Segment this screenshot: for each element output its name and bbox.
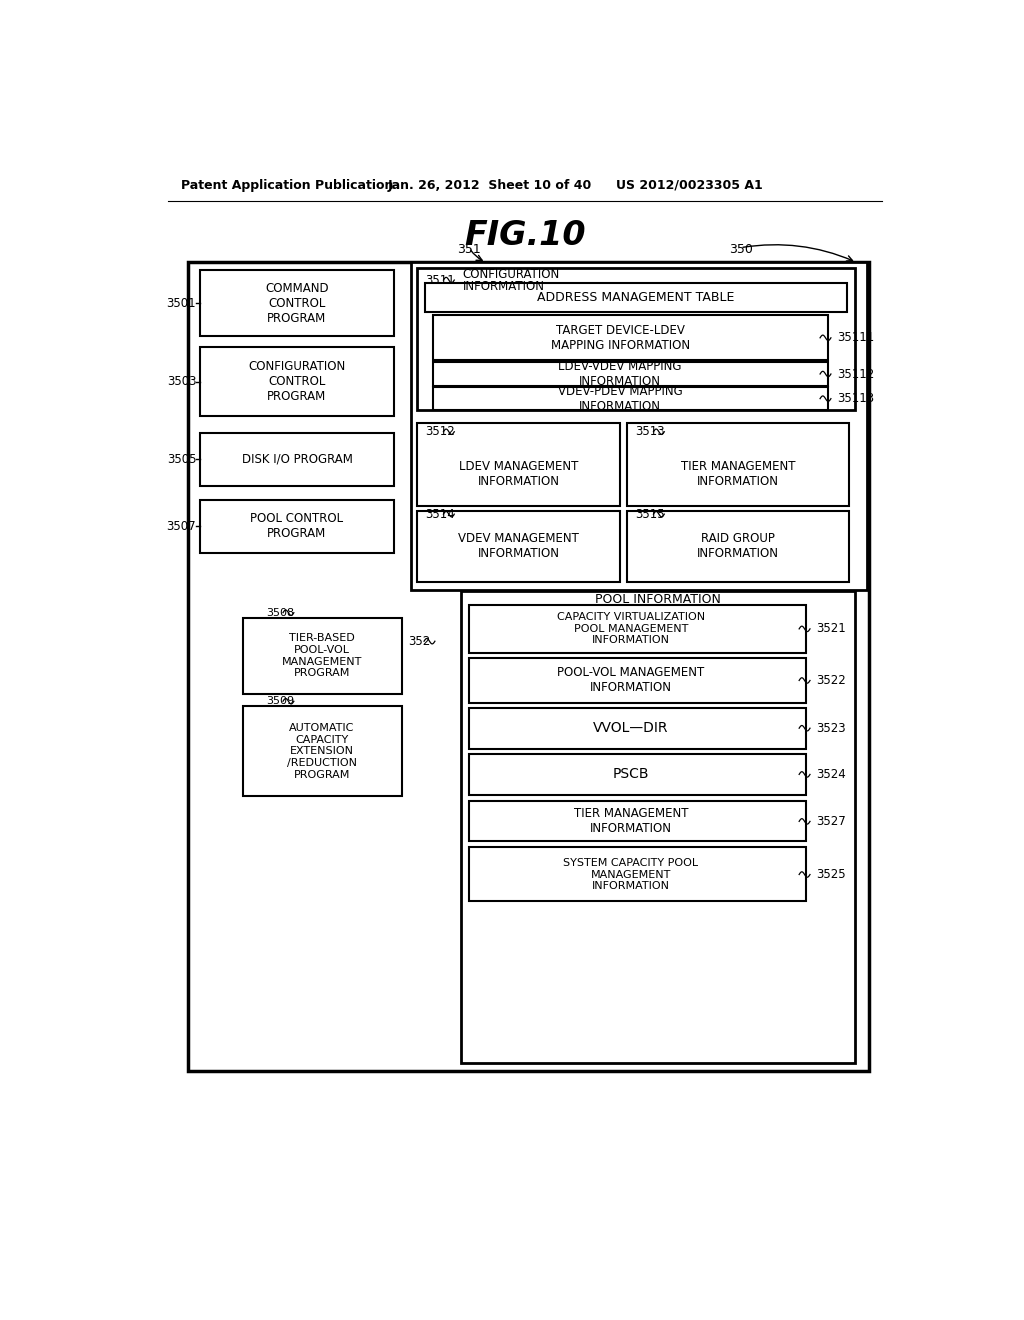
Text: 3508: 3508 (266, 607, 294, 618)
Text: 351: 351 (458, 243, 481, 256)
Bar (188, 263, 869, 1071)
Text: Jan. 26, 2012  Sheet 10 of 40: Jan. 26, 2012 Sheet 10 of 40 (388, 178, 592, 191)
Bar (243, 618, 401, 693)
Text: 3527: 3527 (816, 814, 846, 828)
Text: LDEV MANAGEMENT
INFORMATION: LDEV MANAGEMENT INFORMATION (459, 461, 579, 488)
Text: 3521: 3521 (816, 622, 846, 635)
Text: VDEV-PDEV MAPPING
INFORMATION: VDEV-PDEV MAPPING INFORMATION (558, 384, 683, 413)
Text: 35113: 35113 (838, 392, 874, 405)
Text: SYSTEM CAPACITY POOL
MANAGEMENT
INFORMATION: SYSTEM CAPACITY POOL MANAGEMENT INFORMAT… (563, 858, 698, 891)
Text: 3522: 3522 (816, 675, 846, 686)
Text: 3515: 3515 (635, 508, 665, 520)
Bar (469, 659, 806, 702)
Text: US 2012/0023305 A1: US 2012/0023305 A1 (616, 178, 763, 191)
Bar (200, 271, 394, 335)
Text: CAPACITY VIRTUALIZATION
POOL MANAGEMENT
INFORMATION: CAPACITY VIRTUALIZATION POOL MANAGEMENT … (557, 612, 706, 645)
Text: 3512: 3512 (425, 425, 455, 438)
Text: POOL CONTROL
PROGRAM: POOL CONTROL PROGRAM (251, 512, 343, 540)
Text: CONFIGURATION
CONTROL
PROGRAM: CONFIGURATION CONTROL PROGRAM (249, 360, 345, 403)
Text: CONFIGURATION: CONFIGURATION (463, 268, 560, 281)
Bar (432, 362, 827, 387)
Text: RAID GROUP
INFORMATION: RAID GROUP INFORMATION (697, 532, 779, 561)
Text: VDEV MANAGEMENT
INFORMATION: VDEV MANAGEMENT INFORMATION (458, 532, 579, 561)
Text: 3509: 3509 (266, 696, 294, 706)
Text: PSCB: PSCB (612, 767, 649, 781)
Bar (417, 268, 855, 411)
Text: POOL-VOL MANAGEMENT
INFORMATION: POOL-VOL MANAGEMENT INFORMATION (557, 667, 705, 694)
Text: Patent Application Publication: Patent Application Publication (180, 178, 393, 191)
Bar (432, 387, 827, 411)
Bar (200, 500, 394, 553)
Text: DISK I/O PROGRAM: DISK I/O PROGRAM (242, 453, 352, 466)
Text: INFORMATION: INFORMATION (463, 280, 545, 293)
Bar (417, 424, 621, 507)
Bar (469, 755, 806, 795)
Text: 3503: 3503 (167, 375, 197, 388)
Text: TIER MANAGEMENT
INFORMATION: TIER MANAGEMENT INFORMATION (573, 808, 688, 836)
Bar (461, 591, 855, 1063)
Bar (200, 347, 394, 416)
Text: ADDRESS MANAGEMENT TABLE: ADDRESS MANAGEMENT TABLE (537, 292, 734, 305)
Bar (469, 800, 806, 841)
Text: 3507: 3507 (167, 520, 197, 533)
Bar (411, 263, 866, 590)
Text: 3505: 3505 (167, 453, 197, 466)
Text: TARGET DEVICE-LDEV
MAPPING INFORMATION: TARGET DEVICE-LDEV MAPPING INFORMATION (551, 323, 690, 352)
Bar (627, 424, 849, 507)
Text: 35112: 35112 (838, 367, 874, 380)
Bar (243, 706, 401, 796)
Text: AUTOMATIC
CAPACITY
EXTENSION
/REDUCTION
PROGRAM: AUTOMATIC CAPACITY EXTENSION /REDUCTION … (287, 723, 356, 780)
Text: TIER MANAGEMENT
INFORMATION: TIER MANAGEMENT INFORMATION (681, 461, 796, 488)
Bar (425, 284, 847, 313)
Text: TIER-BASED
POOL-VOL
MANAGEMENT
PROGRAM: TIER-BASED POOL-VOL MANAGEMENT PROGRAM (282, 634, 361, 678)
Bar (417, 511, 621, 582)
Text: 3523: 3523 (816, 722, 846, 735)
Text: 352: 352 (409, 635, 431, 648)
Bar (627, 511, 849, 582)
Text: LDEV-VDEV MAPPING
INFORMATION: LDEV-VDEV MAPPING INFORMATION (558, 360, 682, 388)
Bar (432, 315, 827, 360)
Text: 3513: 3513 (635, 425, 665, 438)
Text: FIG.10: FIG.10 (464, 219, 586, 252)
Text: 3511: 3511 (425, 273, 455, 286)
Text: 35111: 35111 (838, 331, 874, 345)
Bar (469, 605, 806, 653)
Text: 350: 350 (729, 243, 753, 256)
Text: VVOL—DIR: VVOL—DIR (593, 721, 669, 735)
Bar (200, 433, 394, 486)
Bar (469, 708, 806, 748)
Text: 3524: 3524 (816, 768, 846, 781)
Text: 3514: 3514 (425, 508, 455, 520)
Text: POOL INFORMATION: POOL INFORMATION (595, 593, 721, 606)
Text: 3525: 3525 (816, 869, 846, 880)
Text: COMMAND
CONTROL
PROGRAM: COMMAND CONTROL PROGRAM (265, 281, 329, 325)
Bar (469, 847, 806, 902)
Text: 3501: 3501 (167, 297, 197, 310)
